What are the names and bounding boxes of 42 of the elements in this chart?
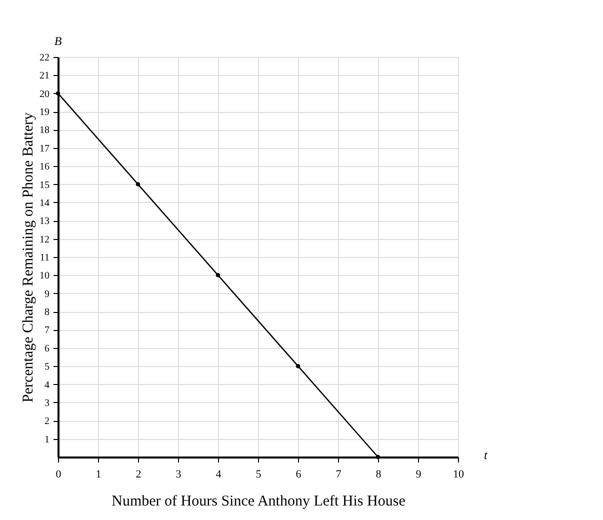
y-tick-label: 11 xyxy=(40,252,50,264)
x-tick-label: 5 xyxy=(256,468,262,480)
x-tick-label: 8 xyxy=(376,468,382,480)
x-tick-label: 4 xyxy=(216,468,222,480)
point xyxy=(216,273,220,278)
x-tick-label: 0 xyxy=(56,468,62,480)
point xyxy=(56,91,60,96)
y-tick-label: 16 xyxy=(40,162,50,173)
y-tick-label: 15 xyxy=(40,180,50,191)
y-tick-label: 18 xyxy=(40,125,50,136)
y-tick-label: 19 xyxy=(40,107,50,118)
y-tick-label: 20 xyxy=(40,88,50,100)
y-tick-label: 1 xyxy=(44,434,50,446)
x-axis-title: Number of Hours Since Anthony Left His House xyxy=(112,494,406,510)
point xyxy=(376,454,380,460)
text: B xyxy=(54,34,62,48)
point xyxy=(296,364,300,368)
y-tick-label: 3 xyxy=(44,398,50,409)
y-tick-label: 13 xyxy=(40,216,50,228)
x-tick-label: 6 xyxy=(296,468,302,480)
x-tick-label: 2 xyxy=(136,468,142,480)
y-tick-label: 8 xyxy=(44,307,50,318)
y-tick-label: 17 xyxy=(40,143,50,154)
y-tick-label: 12 xyxy=(40,234,50,246)
x-tick-label: 7 xyxy=(336,468,342,480)
y-tick-label: 14 xyxy=(40,198,50,209)
y-tick-label: 21 xyxy=(40,70,50,82)
y-tick-label: 22 xyxy=(40,52,50,64)
x-tick-label: 1 xyxy=(96,468,102,480)
y-tick-label: 9 xyxy=(44,288,50,300)
y-tick-label: 5 xyxy=(44,362,50,373)
y-tick-label: 7 xyxy=(44,325,50,336)
y-tick-label: 6 xyxy=(44,343,50,354)
x-tick-label: 3 xyxy=(176,468,182,480)
y-tick-label: 2 xyxy=(44,416,50,428)
y-tick-label: 4 xyxy=(44,380,50,391)
text: t xyxy=(484,448,488,462)
point xyxy=(136,182,140,186)
x-tick-label: 10 xyxy=(453,468,464,480)
y-tick-label: 10 xyxy=(40,270,50,282)
y-axis-title: Percentage Charge Remaining on Phone Battery xyxy=(20,112,36,403)
x-tick-label: 9 xyxy=(416,468,422,480)
